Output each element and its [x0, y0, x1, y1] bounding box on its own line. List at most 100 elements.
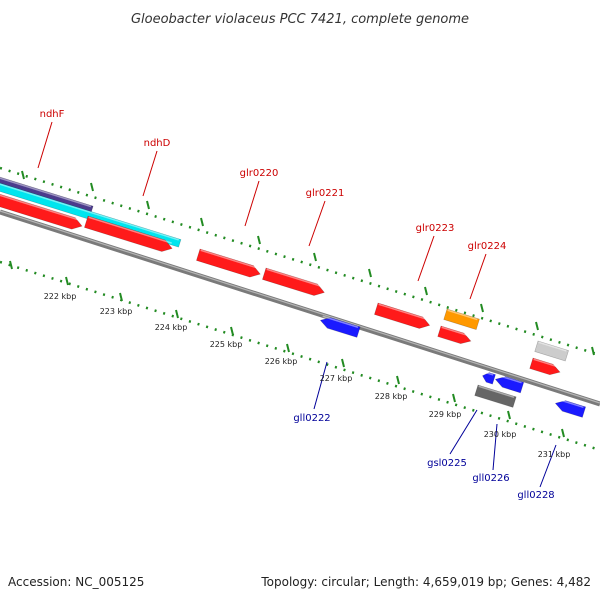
kbp-label: 231 kbp	[538, 450, 571, 459]
forward-major-tick	[535, 321, 539, 331]
glr0223-feature-body	[374, 302, 431, 329]
gll0222-feature-shine	[322, 315, 359, 328]
gene-label-gll0222: gll0222	[293, 413, 330, 424]
glr0220-feature-body	[196, 248, 261, 278]
glr0221-feature	[262, 267, 325, 296]
gll0226-feature-body	[494, 376, 525, 394]
grey-feature-2	[474, 384, 517, 408]
gll0228-feature	[554, 398, 587, 418]
backbone-highlight	[0, 210, 600, 404]
kbp-label: 225 kbp	[210, 340, 243, 349]
label-layer: 222 kbp 223 kbp 224 kbp 225 kbp 226 kbp 227 k…	[40, 109, 571, 501]
cds-feature-6-body	[437, 325, 472, 344]
cds-feature-2	[84, 215, 173, 252]
forward-major-tick	[21, 170, 25, 180]
forward-major-tick	[90, 182, 94, 192]
cds-feature-1-body	[0, 192, 83, 230]
leader-gsl0225	[449, 409, 478, 455]
kbp-label: 222 kbp	[44, 292, 77, 301]
gene-label-glr0221: glr0221	[306, 188, 345, 199]
forward-major-tick	[313, 252, 317, 262]
kbp-label: 228 kbp	[375, 392, 408, 401]
forward-major-tick	[200, 217, 204, 227]
tick-layer	[0, 166, 600, 452]
leader-glr0224	[469, 253, 487, 300]
grey-feature-1	[534, 340, 569, 362]
topology-text: Topology: circular; Length: 4,659,019 bp…	[260, 575, 591, 589]
forward-tick-track	[0, 166, 600, 357]
gene-label-ndhF: ndhF	[40, 109, 65, 120]
glr0224-feature	[443, 308, 480, 330]
glr0221-feature-shine	[266, 268, 325, 288]
ndhF-feature-shine	[0, 174, 92, 208]
gene-label-gll0226: gll0226	[472, 473, 509, 484]
kbp-label: 224 kbp	[155, 323, 188, 332]
gsl0225-feature	[482, 371, 496, 385]
forward-major-tick	[146, 200, 150, 210]
kbp-label: 226 kbp	[265, 357, 298, 366]
reverse-major-tick	[230, 326, 234, 336]
glr0220-feature	[196, 248, 261, 278]
gll0226-feature	[494, 374, 525, 394]
cds-feature-1	[0, 192, 83, 230]
grey-feature-2-shine	[478, 385, 515, 398]
cds-feature-2-body	[84, 215, 173, 252]
leader-ndhD	[142, 150, 158, 197]
reverse-major-tick	[119, 292, 123, 302]
ndhD-feature-shine	[0, 180, 179, 241]
reverse-major-tick	[175, 309, 179, 319]
leader-glr0220	[244, 180, 260, 227]
cds-feature-1-shine	[0, 193, 82, 222]
kbp-label: 230 kbp	[484, 430, 517, 439]
glr0224-feature-body	[443, 308, 480, 330]
reverse-major-tick	[452, 393, 456, 403]
reverse-tick-track	[0, 260, 600, 452]
reverse-major-tick	[507, 410, 511, 420]
leader-gll0228	[539, 444, 557, 488]
forward-major-tick	[257, 235, 261, 245]
leader-gll0226	[492, 423, 498, 471]
forward-major-tick	[480, 303, 484, 313]
feature-layer	[0, 173, 587, 418]
gll0226-feature-shine	[497, 374, 522, 384]
backbone-line	[0, 209, 600, 407]
gene-label-ndhD: ndhD	[144, 138, 171, 149]
cds-feature-7-shine	[533, 358, 560, 369]
gene-label-gsl0225: gsl0225	[427, 458, 467, 469]
gll0228-feature-body	[554, 400, 587, 418]
forward-major-tick	[424, 286, 428, 296]
glr0224-feature-shine	[447, 309, 478, 321]
reverse-major-tick	[561, 428, 565, 438]
forward-major-tick	[368, 268, 372, 278]
reverse-major-tick	[341, 358, 345, 368]
gene-label-glr0220: glr0220	[240, 168, 279, 179]
reverse-major-tick	[9, 260, 13, 270]
reverse-major-tick	[286, 343, 290, 353]
cds-feature-6-shine	[441, 326, 471, 337]
gene-label-glr0223: glr0223	[416, 223, 455, 234]
gene-label-gll0228: gll0228	[517, 490, 554, 501]
kbp-label: 223 kbp	[100, 307, 133, 316]
cds-feature-2-shine	[88, 216, 172, 244]
forward-major-tick	[591, 346, 595, 356]
kbp-label: 229 kbp	[429, 410, 462, 419]
grey-feature-1-shine	[538, 341, 567, 352]
gene-label-glr0224: glr0224	[468, 241, 507, 252]
leader-ndhF	[37, 121, 53, 169]
gsl0225-feature-shine	[484, 371, 494, 376]
reverse-major-tick	[396, 375, 400, 385]
gll0222-feature	[319, 315, 361, 338]
genome-backbone	[0, 209, 600, 407]
cds-feature-7-body	[529, 357, 561, 376]
grey-feature-2-body	[474, 384, 517, 408]
accession-text: Accession: NC_005125	[8, 575, 144, 589]
glr0221-feature-body	[262, 267, 325, 296]
leader-glr0223	[417, 235, 435, 282]
gsl0225-feature-body	[482, 372, 496, 385]
leader-glr0221	[308, 200, 326, 247]
kbp-label: 227 kbp	[320, 374, 353, 383]
label-leader-lines	[37, 121, 557, 488]
gll0222-feature-body	[319, 317, 361, 338]
leader-gll0222	[313, 361, 328, 410]
